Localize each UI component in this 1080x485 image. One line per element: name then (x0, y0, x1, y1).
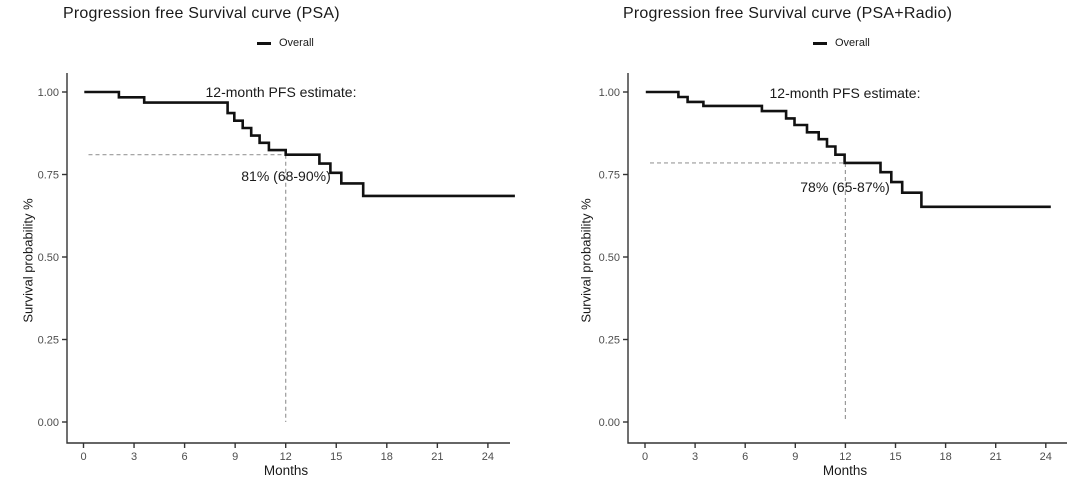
axis-lines (66, 73, 510, 444)
y-tick-label: 1.00 (38, 87, 59, 99)
axis-lines (627, 73, 1067, 444)
survival-plot-psa: 0.00 0.25 0.50 0.75 1.00 0 3 6 9 12 15 18 21 24 (38, 73, 515, 463)
x-tick-label: 18 (381, 451, 393, 463)
panel-psa-radio: Progression free Survival curve (PSA+Rad… (540, 0, 1080, 485)
survival-curve (84, 90, 515, 198)
panel-psa: Progression free Survival curve (PSA) Ov… (21, 5, 515, 478)
chart-title: Progression free Survival curve (PSA) (63, 5, 340, 22)
survival-plot-psa-radio: 0.00 0.25 0.50 0.75 1.00 0 3 6 9 12 15 18 21 24 (599, 73, 1067, 463)
y-tick-label: 1.00 (599, 87, 620, 99)
x-tick-label: 12 (839, 451, 851, 463)
x-axis-title: Months (263, 463, 309, 478)
x-tick-label: 12 (280, 451, 292, 463)
y-tick-label: 0.50 (38, 252, 59, 264)
legend-label: Overall (279, 37, 314, 49)
x-tick-label: 6 (182, 451, 188, 463)
annotation-pfs-title: 12-month PFS estimate: (205, 84, 357, 100)
chart-title: Progression free Survival curve (PSA+Rad… (623, 5, 953, 22)
legend-label: Overall (835, 37, 870, 49)
x-tick-label: 18 (939, 451, 951, 463)
x-tick-label: 6 (742, 451, 748, 463)
x-tick-label: 0 (80, 451, 86, 463)
x-tick-label: 21 (431, 451, 443, 463)
y-tick-label: 0.75 (599, 170, 620, 182)
y-tick-label: 0.50 (599, 252, 620, 264)
legend-line-icon (257, 41, 271, 45)
x-tick-label: 9 (232, 451, 238, 463)
legend: Overall (813, 36, 870, 50)
y-tick-label: 0.00 (38, 417, 59, 429)
x-tick-label: 3 (692, 451, 698, 463)
y-tick-label: 0.25 (599, 335, 620, 347)
y-tick-label: 0.25 (38, 335, 59, 347)
x-tick-label: 9 (792, 451, 798, 463)
x-tick-label: 24 (1040, 451, 1052, 463)
annotation-pfs-title: 12-month PFS estimate: (769, 85, 921, 101)
x-tick-label: 21 (990, 451, 1002, 463)
y-tick-label: 0.00 (599, 417, 620, 429)
x-tick-label: 0 (642, 451, 648, 463)
y-tick-label: 0.75 (38, 170, 59, 182)
x-axis-title: Months (822, 463, 868, 478)
survival-curve (645, 90, 1051, 209)
legend: Overall (257, 36, 314, 50)
x-tick-label: 3 (131, 451, 137, 463)
x-tick-label: 24 (482, 451, 494, 463)
x-tick-label: 15 (330, 451, 342, 463)
x-tick-label: 15 (889, 451, 901, 463)
legend-line-icon (813, 41, 827, 45)
